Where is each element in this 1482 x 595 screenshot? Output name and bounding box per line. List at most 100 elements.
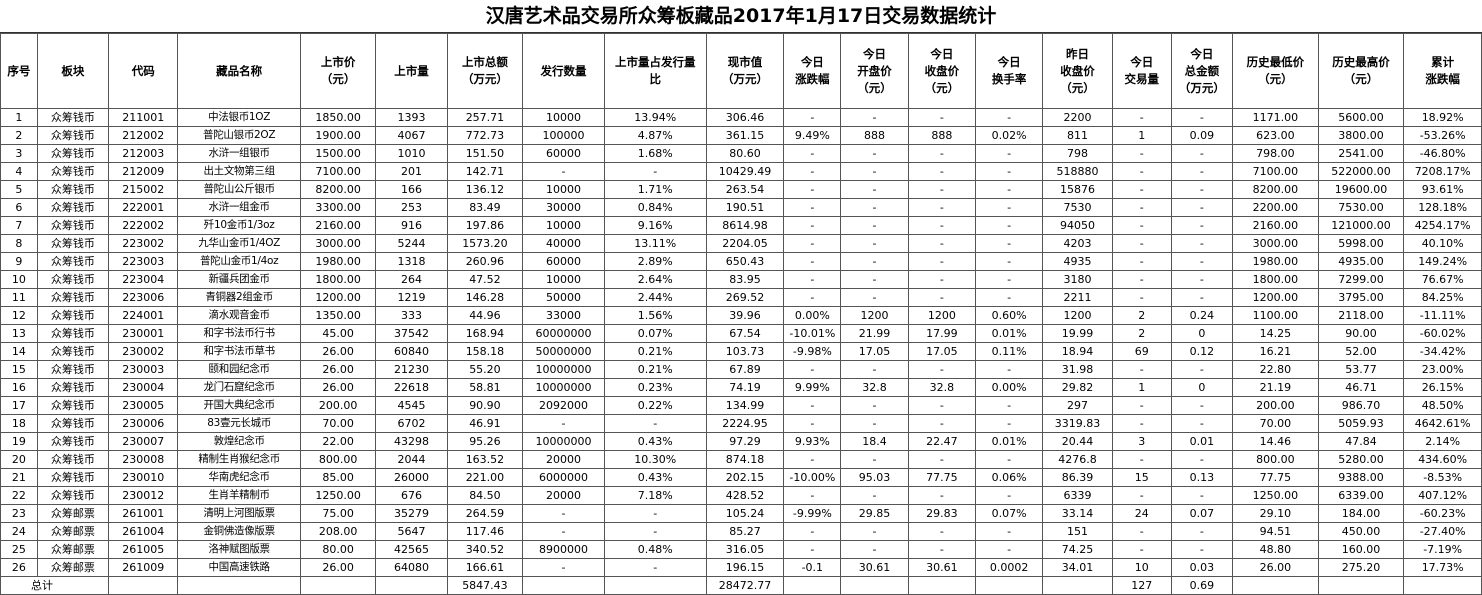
table-row: 22 众筹钱币 230012 生肖羊精制币 1250.00 676 84.50 20000 7.… <box>0 486 1482 505</box>
table-cell: 21.99 <box>840 324 909 343</box>
table-cell: 60840 <box>375 342 448 361</box>
column-header: 发行数量 <box>522 33 605 109</box>
table-cell: 200.00 <box>299 396 377 415</box>
table-cell: 2 <box>0 126 38 145</box>
table-cell: 222002 <box>108 216 179 235</box>
table-cell: 30.61 <box>907 558 977 577</box>
table-cell: 407.12% <box>1403 486 1482 505</box>
table-cell: 223006 <box>108 288 179 307</box>
table-cell: - <box>974 162 1044 181</box>
table-cell: 888 <box>840 126 909 145</box>
table-cell: 滴水观音金币 <box>177 306 301 325</box>
table-cell: - <box>1170 396 1234 415</box>
table-cell: 60000 <box>522 252 605 271</box>
table-cell: 58.81 <box>446 378 524 397</box>
table-cell: 4935.00 <box>1317 252 1405 271</box>
table-row: 4 众筹钱币 212009 出土文物第三组 7100.00 201 142.71- -1042… <box>0 162 1482 181</box>
table-cell: 151.50 <box>446 144 524 163</box>
table-cell: 100000 <box>522 126 605 145</box>
table-cell: 986.70 <box>1317 396 1405 415</box>
table-cell: 16.21 <box>1232 342 1319 361</box>
table-cell: 230001 <box>108 324 179 343</box>
table-cell: - <box>907 198 977 217</box>
table-cell: 1 <box>0 108 38 127</box>
table-cell: - <box>1170 144 1234 163</box>
table-cell: 261001 <box>108 504 179 523</box>
table-cell: - <box>974 198 1044 217</box>
table-cell: 261009 <box>108 558 179 577</box>
table-cell: 811 <box>1042 126 1113 145</box>
table-cell: - <box>1170 162 1234 181</box>
table-cell: 14.46 <box>1232 432 1319 451</box>
table-cell: 1171.00 <box>1232 108 1319 127</box>
table-cell: 26.00 <box>299 558 377 577</box>
table-cell: 83.49 <box>446 198 524 217</box>
table-cell: 212003 <box>108 144 179 163</box>
total-market-value: 28472.77 <box>705 576 785 595</box>
table-cell: 5647 <box>375 522 448 541</box>
table-cell: - <box>783 522 842 541</box>
table-cell: -8.53% <box>1403 468 1482 487</box>
table-cell: 众筹钱币 <box>36 468 110 487</box>
table-cell: 50000 <box>522 288 605 307</box>
table-cell: 1.68% <box>603 144 707 163</box>
total-row: 总计 5847.43 28472.77 127 0.69 <box>0 576 1482 595</box>
table-cell: 70.00 <box>1232 414 1319 433</box>
table-cell: 1850.00 <box>299 108 377 127</box>
table-cell: 0.60% <box>974 306 1044 325</box>
table-cell: 众筹邮票 <box>36 558 110 577</box>
table-cell: 18.92% <box>1403 108 1482 127</box>
table-cell: 128.18% <box>1403 198 1482 217</box>
table-cell: 44.96 <box>446 306 524 325</box>
table-cell: 0.12 <box>1170 342 1234 361</box>
table-cell: 76.67% <box>1403 270 1482 289</box>
table-cell: - <box>974 450 1044 469</box>
table-cell: 798 <box>1042 144 1113 163</box>
table-cell: - <box>974 522 1044 541</box>
table-cell: - <box>840 270 909 289</box>
table-cell: 10000000 <box>522 360 605 379</box>
table-row: 23 众筹邮票 261001 清明上河图版票 75.00 35279 264.59- -105… <box>0 504 1482 523</box>
table-cell: 40000 <box>522 234 605 253</box>
table-row: 15 众筹钱币 230003 颐和园纪念币 26.00 21230 55.20 1000000… <box>0 360 1482 379</box>
table-cell: 10000000 <box>522 378 605 397</box>
table-cell: - <box>522 504 605 523</box>
table-cell: 95.26 <box>446 432 524 451</box>
table-cell: - <box>783 180 842 199</box>
table-cell: 敦煌纪念币 <box>177 432 301 451</box>
table-cell: 0.02% <box>974 126 1044 145</box>
table-row: 2 众筹钱币 212002 普陀山银币2OZ 1900.00 4067 772.73 1000… <box>0 126 1482 145</box>
table-cell: 2.64% <box>603 270 707 289</box>
table-cell: 0.21% <box>603 360 707 379</box>
table-row: 26 众筹邮票 261009 中国高速铁路 26.00 64080 166.61- -196.… <box>0 558 1482 577</box>
table-cell: 4203 <box>1042 234 1113 253</box>
table-cell: 264 <box>375 270 448 289</box>
table-cell: 1350.00 <box>299 306 377 325</box>
table-cell: - <box>840 486 909 505</box>
table-cell: 306.46 <box>705 108 785 127</box>
table-cell: - <box>1170 252 1234 271</box>
table-cell: 48.50% <box>1403 396 1482 415</box>
table-cell: -60.23% <box>1403 504 1482 523</box>
table-cell: 29.10 <box>1232 504 1319 523</box>
table-cell: 新疆兵团金币 <box>177 270 301 289</box>
table-cell: 275.20 <box>1317 558 1405 577</box>
table-cell: 222001 <box>108 198 179 217</box>
table-cell: -11.11% <box>1403 306 1482 325</box>
table-cell: - <box>840 360 909 379</box>
table-cell: - <box>907 360 977 379</box>
header-row: 序号 板块 代码 藏品名称 上市价 （元） 上市量 上市总额 （万元） 发行数量 上市量占发行量… <box>0 33 1482 109</box>
table-cell: 1250.00 <box>1232 486 1319 505</box>
table-cell: - <box>974 486 1044 505</box>
table-cell: -10.01% <box>783 324 842 343</box>
column-header: 历史最低价 （元） <box>1232 33 1319 109</box>
table-cell: 30000 <box>522 198 605 217</box>
table-cell: -9.99% <box>783 504 842 523</box>
table-cell: 7100.00 <box>1232 162 1319 181</box>
table-cell: 230005 <box>108 396 179 415</box>
table-cell: 518880 <box>1042 162 1113 181</box>
table-cell: - <box>840 180 909 199</box>
table-cell: -34.42% <box>1403 342 1482 361</box>
table-cell: 798.00 <box>1232 144 1319 163</box>
